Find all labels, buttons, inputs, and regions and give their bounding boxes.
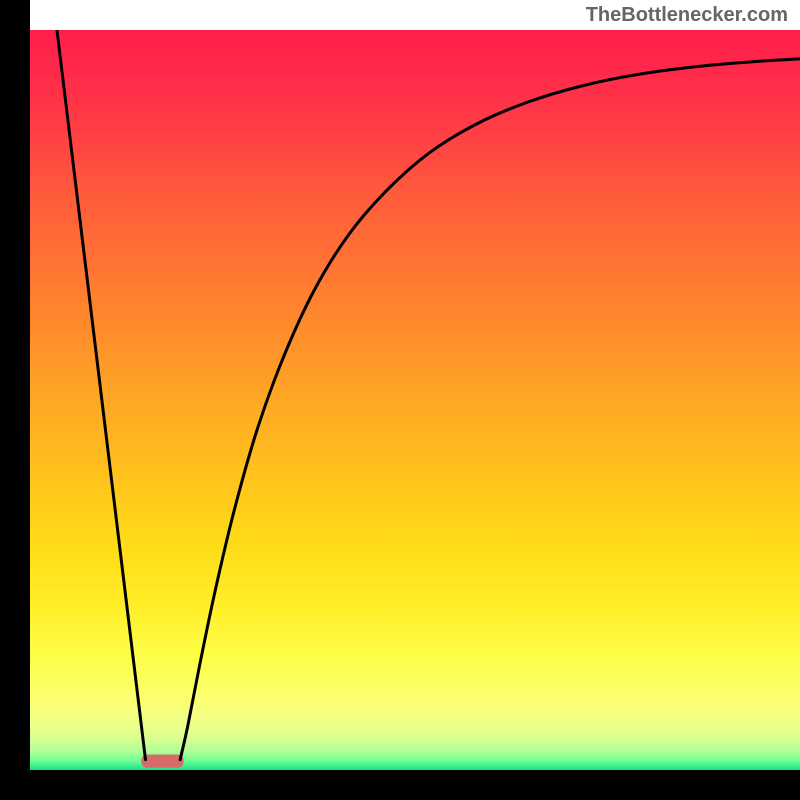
dip-marker: [141, 754, 183, 767]
frame-left: [0, 0, 30, 800]
frame-bottom: [0, 770, 800, 800]
watermark-label: TheBottlenecker.com: [586, 4, 788, 27]
gradient-background: [30, 30, 800, 770]
bottleneck-chart: [0, 0, 800, 800]
chart-container: TheBottlenecker.com: [0, 0, 800, 800]
